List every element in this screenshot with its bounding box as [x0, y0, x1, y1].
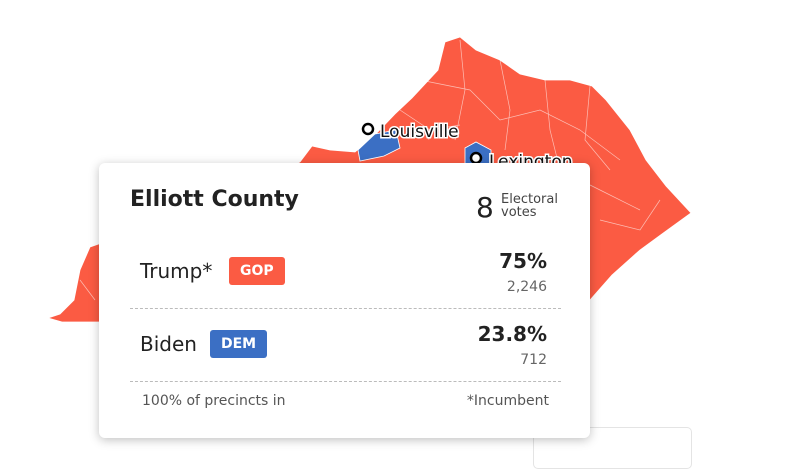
precincts: 100% of precincts in [142, 393, 286, 409]
candidate-name: Trump* [140, 259, 213, 283]
footnote: *Incumbent [466, 393, 549, 409]
candidate-name: Biden [140, 332, 197, 356]
percent: 75% [499, 249, 547, 273]
county-dem [357, 129, 401, 162]
candidate-row: Biden DEM 23.8% 712 [130, 310, 561, 382]
votes: 2,246 [506, 279, 547, 295]
city-label: Louisville [380, 122, 459, 142]
party-badge: GOP [229, 257, 285, 285]
city-marker [469, 151, 483, 165]
percent: 23.8% [477, 322, 547, 346]
city-marker [361, 122, 375, 136]
candidate-row: Trump* GOP 75% 2,246 [130, 237, 561, 309]
party-badge: DEM [210, 330, 268, 358]
county-name: Elliott County [130, 187, 299, 212]
votes: 712 [520, 352, 547, 368]
county-lines [79, 39, 661, 301]
tooltip: Elliott County 8 Electoral votes Trump* … [99, 163, 590, 438]
electoral-votes: 8 [476, 191, 494, 224]
electoral-label: Electoral votes [501, 192, 558, 220]
